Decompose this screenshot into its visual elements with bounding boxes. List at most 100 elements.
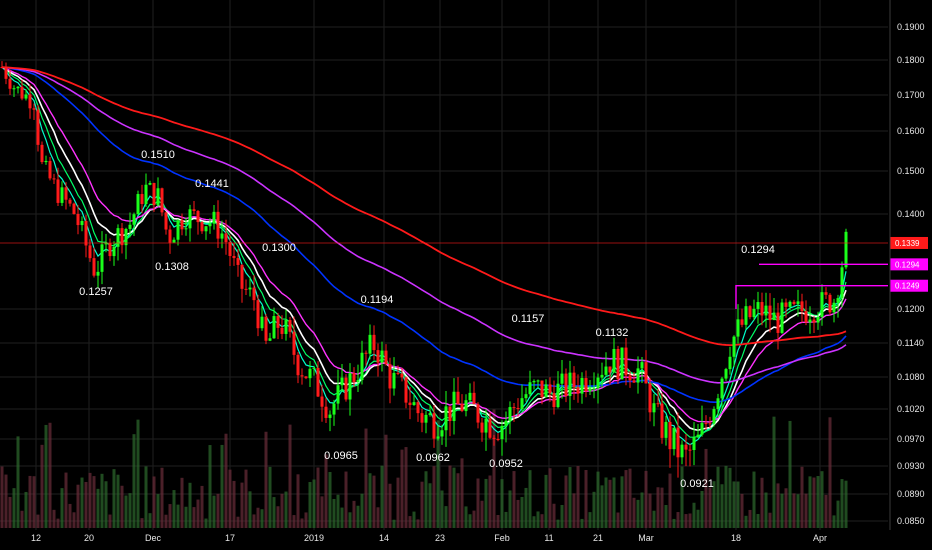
y-tick-label: 0.0890: [897, 489, 925, 499]
volume-bar: [504, 511, 508, 528]
price-label-box: [890, 258, 928, 271]
candle-body: [8, 78, 12, 89]
candle-body: [604, 366, 608, 375]
candle-body: [608, 366, 612, 373]
candle-body: [224, 233, 228, 243]
volume-bar: [172, 490, 176, 528]
volume-bar: [28, 475, 32, 528]
candle-body: [684, 444, 688, 450]
volume-bar: [580, 518, 584, 528]
candle-body: [820, 292, 824, 318]
volume-bar: [788, 420, 792, 528]
candle-body: [472, 392, 476, 405]
volume-bar: [40, 444, 44, 528]
volume-bar: [400, 449, 404, 528]
candle-body: [708, 423, 712, 425]
volume-bar: [700, 490, 704, 528]
candle-body: [80, 220, 84, 226]
candle-body: [300, 375, 304, 377]
volume-bar: [220, 444, 224, 528]
price-annotation: 0.0965: [324, 450, 358, 462]
candle-body: [536, 380, 540, 382]
volume-bar: [680, 466, 684, 528]
price-annotation: 0.1294: [741, 244, 775, 256]
volume-bar: [600, 485, 604, 528]
volume-bar: [444, 506, 448, 528]
volume-bar: [200, 485, 204, 528]
candle-body: [768, 305, 772, 321]
candle-body: [124, 228, 128, 246]
candle-body: [496, 439, 500, 441]
volume-bar: [576, 466, 580, 528]
volume-bar: [380, 465, 384, 528]
volume-bar: [224, 433, 228, 528]
volume-bar: [4, 474, 8, 528]
volume-bar: [328, 472, 332, 528]
volume-bar: [368, 473, 372, 528]
candle-body: [192, 209, 196, 211]
volume-bar: [664, 505, 668, 528]
x-tick-label: 2019: [304, 533, 324, 543]
volume-bar: [592, 491, 596, 528]
y-tick-label: 0.1140: [897, 338, 924, 348]
volume-bar: [144, 466, 148, 528]
candle-body: [44, 160, 48, 163]
candle-body: [280, 327, 284, 334]
candle-body: [200, 222, 204, 232]
candle-body: [308, 368, 312, 379]
volume-bar: [464, 506, 468, 528]
candle-body: [24, 94, 28, 99]
candle-body: [804, 311, 808, 323]
volume-bar: [468, 514, 472, 528]
y-tick-label: 0.0850: [897, 516, 925, 526]
volume-bar: [472, 510, 476, 528]
candle-body: [188, 209, 192, 229]
volume-bar: [748, 509, 752, 528]
candle-body: [792, 301, 796, 304]
volume-bar: [164, 514, 168, 528]
volume-bar: [156, 494, 160, 528]
volume-bar: [276, 506, 280, 528]
price-annotation: 0.1510: [141, 149, 175, 161]
volume-bar: [544, 474, 548, 528]
volume-bar: [636, 499, 640, 528]
volume-bar: [740, 493, 744, 528]
volume-bar: [712, 481, 716, 528]
candle-body: [388, 364, 392, 389]
candle-body: [304, 376, 308, 379]
volume-bar: [124, 495, 128, 528]
candle-body: [492, 437, 496, 440]
candle-body: [816, 317, 820, 323]
volume-bar: [428, 483, 432, 528]
volume-bar: [668, 473, 672, 528]
volume-bar: [804, 493, 808, 528]
ma-line-blue: [1, 66, 847, 403]
candle-body: [164, 212, 168, 230]
volume-bar: [72, 512, 76, 528]
x-tick-label: 11: [544, 533, 553, 543]
candle-body: [328, 414, 332, 418]
candle-body: [500, 425, 504, 440]
volume-bar: [844, 480, 848, 528]
candle-body: [68, 199, 72, 204]
volume-bar: [84, 481, 88, 528]
volume-bar: [320, 496, 324, 528]
price-annotation: 0.1257: [79, 286, 113, 298]
candle-body: [216, 211, 220, 239]
candle-body: [640, 362, 644, 369]
volume-bar: [268, 466, 272, 528]
price-annotation: 0.1132: [596, 327, 629, 339]
candle-body: [140, 194, 144, 204]
volume-bar: [588, 512, 592, 528]
volume-bar: [280, 493, 284, 528]
candle-body: [416, 402, 420, 414]
candle-body: [424, 414, 428, 423]
candle-body: [180, 220, 184, 230]
candle-body: [440, 430, 444, 437]
volume-bar: [332, 498, 336, 528]
volume-bar: [644, 470, 648, 528]
volume-bar: [796, 494, 800, 528]
volume-bar: [364, 428, 368, 528]
candle-body: [780, 302, 784, 333]
